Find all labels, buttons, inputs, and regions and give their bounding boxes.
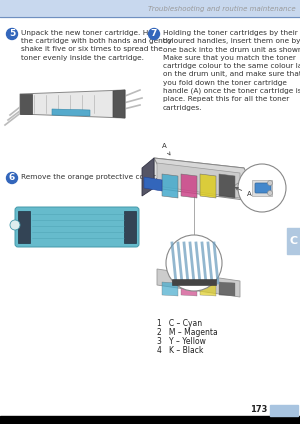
Circle shape: [268, 181, 272, 186]
Bar: [0, 0, 300, 17]
Bar: [172, 279, 216, 285]
Circle shape: [238, 164, 286, 212]
Bar: [124, 211, 136, 243]
Text: 1   C – Cyan: 1 C – Cyan: [157, 319, 202, 328]
Polygon shape: [162, 174, 178, 198]
Text: Troubleshooting and routine maintenance: Troubleshooting and routine maintenance: [148, 6, 296, 11]
Bar: [18, 211, 30, 243]
Text: Holding the toner cartridges by their
coloured handles, insert them one by
one b: Holding the toner cartridges by their co…: [163, 30, 300, 111]
Polygon shape: [142, 158, 154, 196]
Polygon shape: [181, 282, 197, 296]
Bar: [270, 404, 298, 416]
Text: 7: 7: [151, 30, 157, 39]
Polygon shape: [219, 174, 235, 198]
Text: 4   K – Black: 4 K – Black: [157, 346, 203, 355]
Polygon shape: [181, 174, 197, 198]
Polygon shape: [52, 109, 90, 116]
Polygon shape: [200, 174, 216, 198]
Polygon shape: [157, 163, 240, 198]
Text: Unpack the new toner cartridge. Hold
the cartridge with both hands and gently
sh: Unpack the new toner cartridge. Hold the…: [21, 30, 172, 61]
Circle shape: [166, 235, 222, 291]
Polygon shape: [20, 90, 125, 118]
Text: A: A: [236, 187, 252, 197]
Polygon shape: [113, 90, 125, 118]
Polygon shape: [219, 282, 235, 296]
Polygon shape: [162, 282, 178, 296]
Polygon shape: [154, 158, 257, 193]
Polygon shape: [200, 282, 216, 296]
Bar: [0, 416, 300, 424]
Text: Remove the orange protective cover.: Remove the orange protective cover.: [21, 174, 158, 180]
FancyBboxPatch shape: [255, 183, 271, 193]
Circle shape: [10, 220, 20, 230]
Bar: [252, 180, 272, 196]
Polygon shape: [157, 269, 240, 297]
Circle shape: [7, 173, 17, 184]
Circle shape: [7, 28, 17, 39]
Text: 2   M – Magenta: 2 M – Magenta: [157, 328, 218, 337]
Polygon shape: [20, 94, 32, 114]
Circle shape: [268, 190, 272, 195]
Bar: [287, 229, 300, 254]
Circle shape: [148, 28, 160, 39]
FancyBboxPatch shape: [15, 207, 139, 247]
Text: 6: 6: [9, 173, 15, 182]
Text: C: C: [290, 237, 298, 246]
Polygon shape: [154, 158, 244, 200]
Polygon shape: [144, 177, 162, 191]
Text: 173: 173: [250, 405, 267, 415]
Text: 5: 5: [9, 30, 15, 39]
Text: 3   Y – Yellow: 3 Y – Yellow: [157, 337, 206, 346]
Text: A: A: [162, 143, 170, 155]
